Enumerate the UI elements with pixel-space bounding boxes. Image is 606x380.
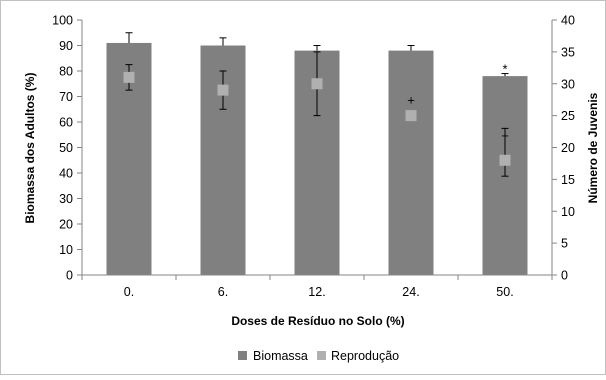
legend-swatch-biomassa: [238, 351, 247, 360]
x-tick-label-0: 0.: [124, 285, 134, 299]
marker-reprodu-o-50: [499, 154, 511, 166]
legend-label-biomassa: Biomassa: [253, 349, 308, 363]
legend: Biomassa Reprodução: [238, 349, 399, 363]
y-axis-title-left: Biomassa dos Adultos (%): [23, 73, 37, 224]
marker-reprodu-o-12: [311, 78, 323, 90]
y-tick-label-left-70: 70: [59, 90, 73, 104]
x-tick-label-24: 24.: [402, 285, 419, 299]
y-tick-label-left-20: 20: [59, 218, 73, 232]
y-tick-label-left-40: 40: [59, 167, 73, 181]
y-tick-label-right-35: 35: [561, 45, 575, 59]
y-tick-label-right-15: 15: [561, 173, 575, 187]
y-tick-label-right-0: 0: [561, 269, 568, 283]
markers-layer: [123, 71, 511, 166]
x-tick-label-6: 6.: [218, 285, 228, 299]
y-tick-label-left-80: 80: [59, 65, 73, 79]
annotation-1: *: [502, 61, 507, 76]
marker-reprodu-o-6: [217, 84, 229, 96]
y-tick-label-right-5: 5: [561, 237, 568, 251]
annotations-layer: + * +: [407, 61, 509, 142]
y-tick-label-left-60: 60: [59, 116, 73, 130]
marker-reprodu-o-24: [405, 110, 417, 122]
x-tick-label-50: 50.: [496, 285, 513, 299]
bar-biomassa-24: [388, 50, 434, 275]
annotation-0: +: [407, 93, 415, 108]
legend-label-reproducao: Reprodução: [331, 349, 399, 363]
x-tick-label-12: 12.: [308, 285, 325, 299]
y-axis-title-right: Número de Juvenis: [586, 92, 600, 203]
axes-layer: 0 10 20 30 40 50 60 70 80 90 100 0 5 10 15 20 25 30 35 40 0.…: [52, 14, 575, 300]
y-tick-label-left-100: 100: [52, 14, 73, 28]
y-tick-label-right-40: 40: [561, 14, 575, 28]
y-tick-label-left-30: 30: [59, 192, 73, 206]
marker-reprodu-o-0: [123, 71, 135, 83]
y-tick-label-left-10: 10: [59, 243, 73, 257]
x-axis-title: Doses de Resíduo no Solo (%): [231, 314, 404, 328]
y-tick-label-left-90: 90: [59, 39, 73, 53]
y-tick-label-right-25: 25: [561, 109, 575, 123]
legend-swatch-reproducao: [317, 351, 326, 360]
y-tick-label-right-20: 20: [561, 141, 575, 155]
error-bars-layer: [125, 32, 509, 177]
y-tick-label-left-50: 50: [59, 141, 73, 155]
y-tick-label-right-30: 30: [561, 77, 575, 91]
y-tick-label-right-10: 10: [561, 205, 575, 219]
annotation-2: +: [501, 128, 509, 143]
y-tick-label-left-0: 0: [66, 269, 73, 283]
